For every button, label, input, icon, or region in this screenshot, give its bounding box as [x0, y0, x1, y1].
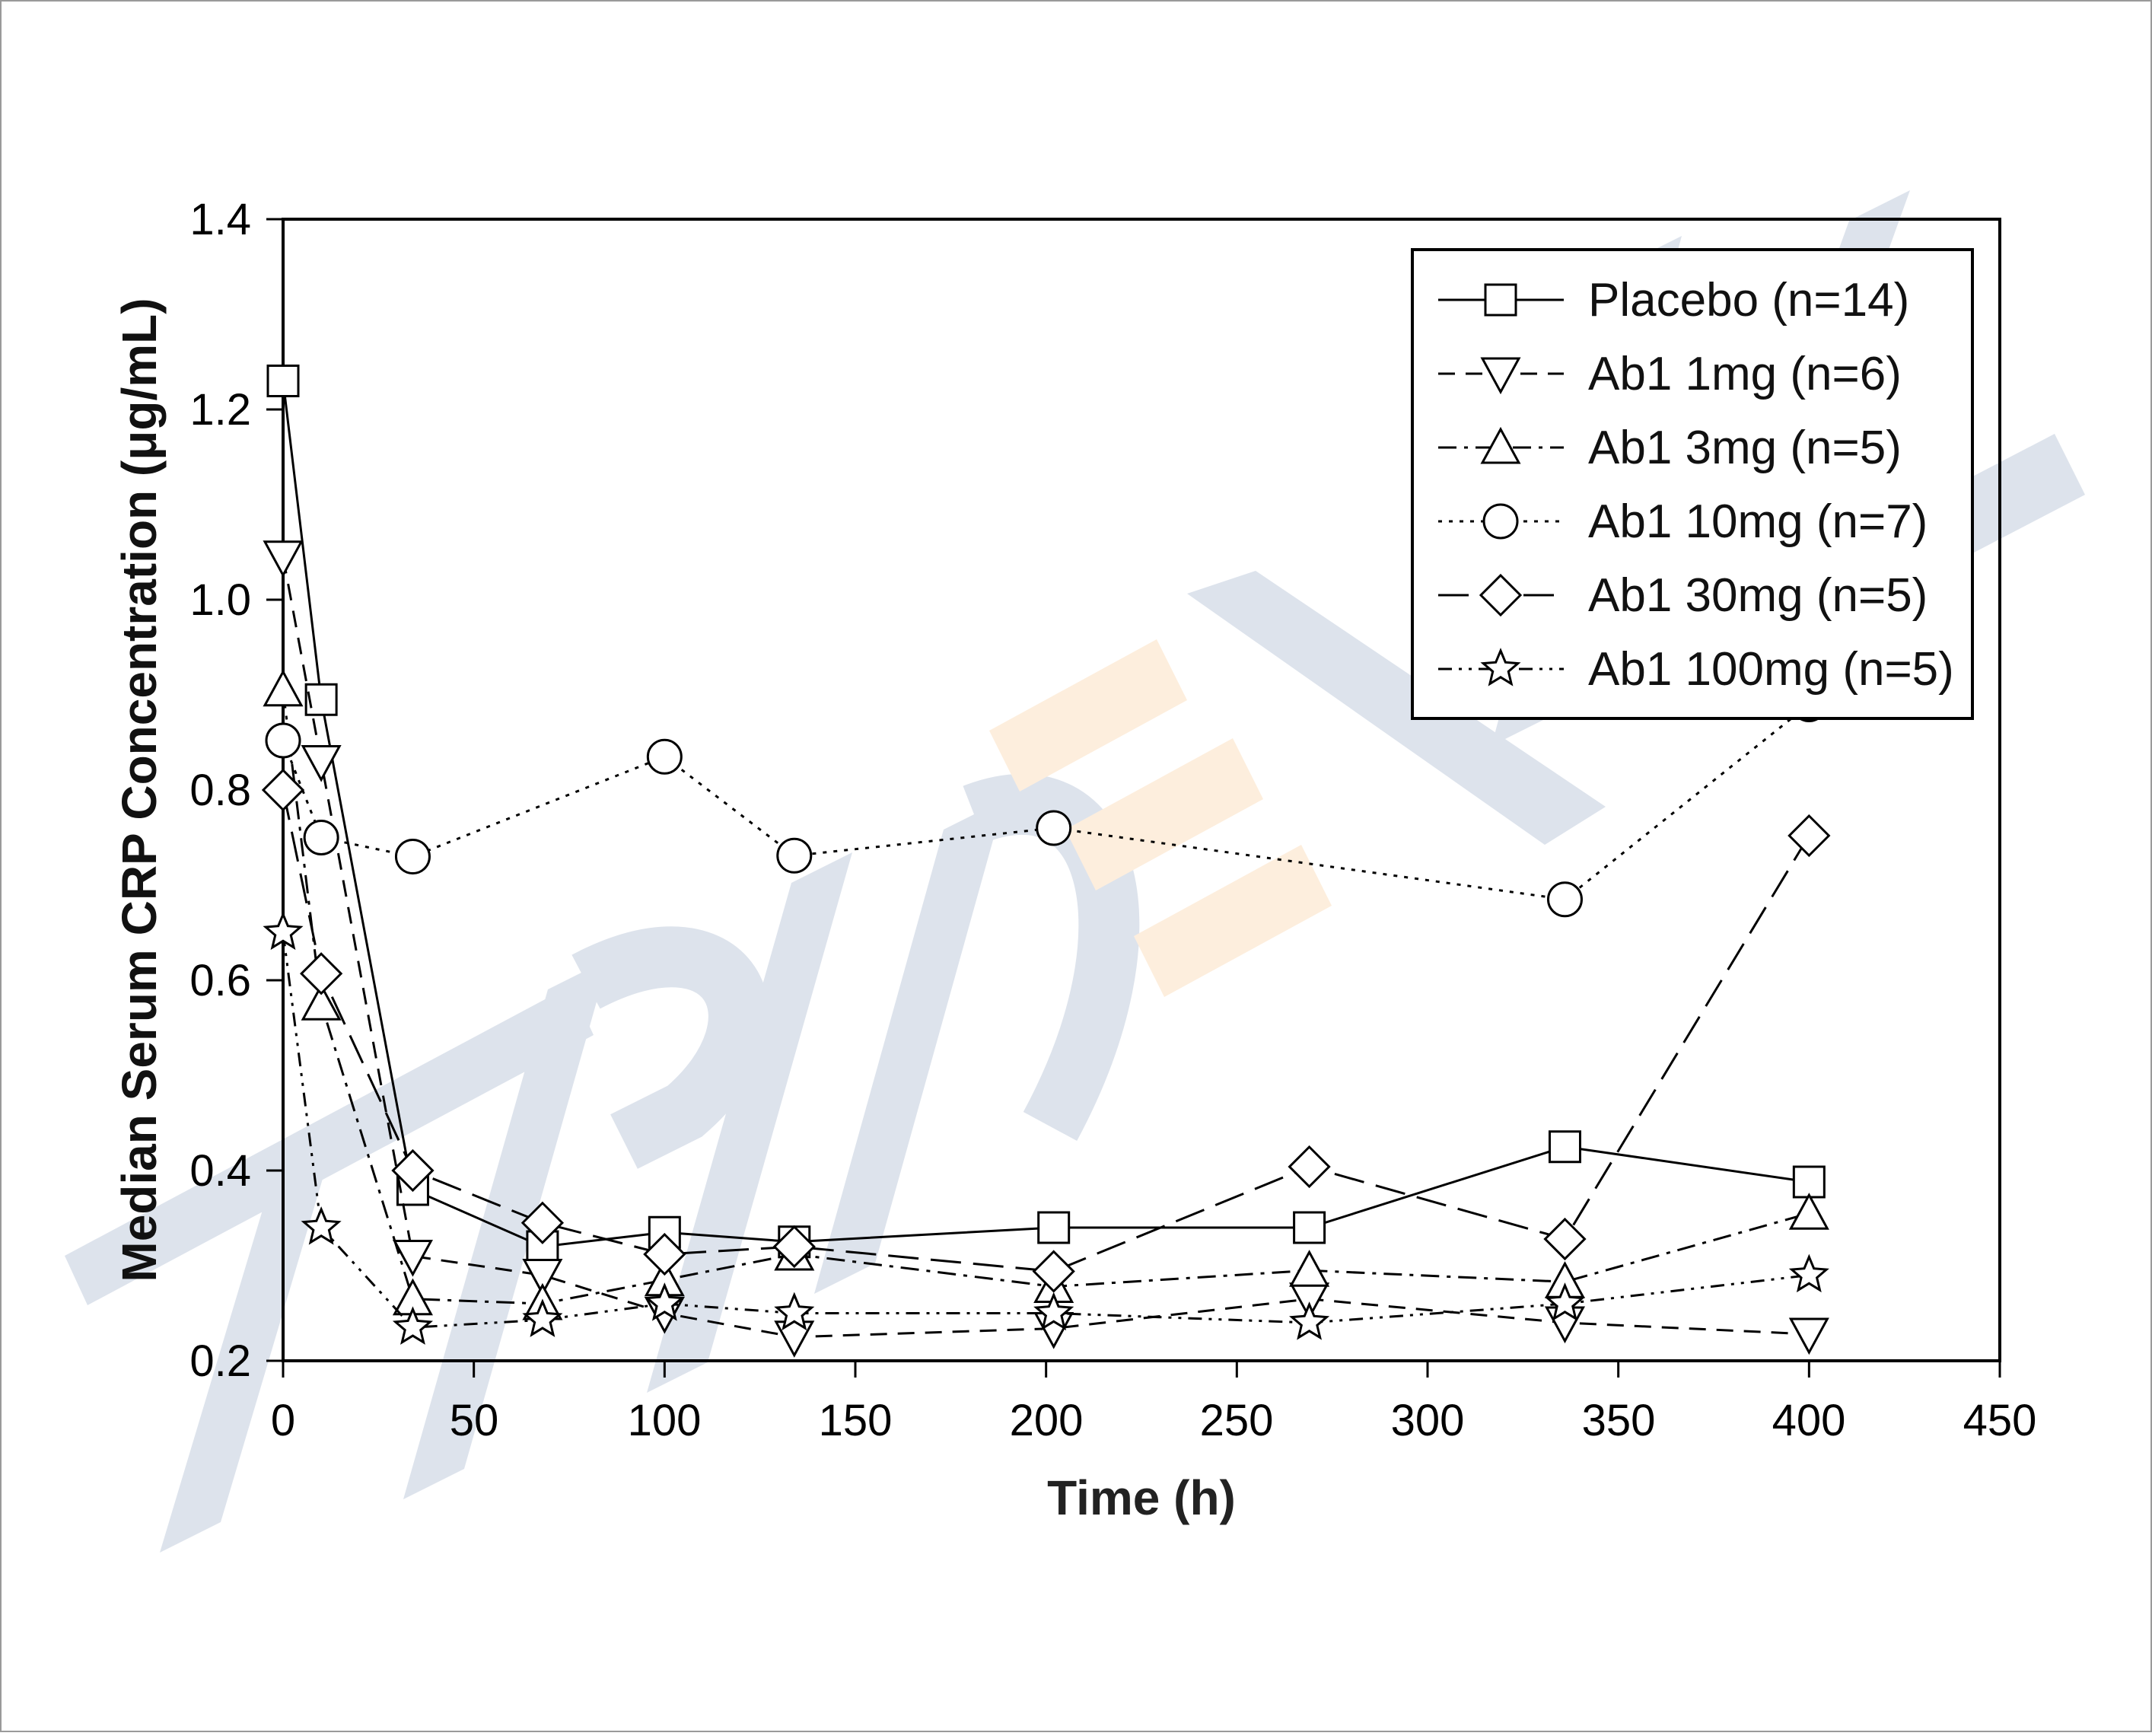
data-point — [394, 839, 431, 874]
x-tick-label: 350 — [1582, 1396, 1656, 1445]
y-tick-label: 0.2 — [189, 1336, 251, 1386]
legend-marker — [1480, 426, 1521, 464]
data-point — [266, 365, 300, 397]
data-point — [1544, 1282, 1586, 1321]
series-line — [282, 932, 1810, 1329]
legend-label: Ab1 10mg (n=7) — [1588, 495, 1928, 548]
legend-box — [1411, 248, 1974, 720]
series-line — [282, 381, 1810, 1248]
data-point — [304, 683, 338, 716]
data-point — [263, 540, 304, 578]
legend-label: Ab1 100mg (n=5) — [1588, 643, 1954, 696]
legend: Placebo (n=14) Ab1 1mg (n=6) Ab1 3mg (n=… — [1411, 248, 1974, 720]
data-point — [1788, 1253, 1829, 1293]
data-point — [392, 1306, 433, 1345]
x-tick-label: 200 — [1010, 1396, 1084, 1445]
data-point — [263, 669, 304, 707]
data-point — [1033, 1292, 1074, 1331]
x-tick-label: 300 — [1391, 1396, 1465, 1445]
legend-marker — [1479, 573, 1523, 617]
series-line — [282, 690, 1810, 1305]
data-point — [1788, 1317, 1829, 1355]
x-tick-label: 150 — [819, 1396, 893, 1445]
y-tick-label: 1.2 — [189, 385, 251, 435]
data-point — [261, 768, 305, 812]
series-6 — [263, 911, 1829, 1345]
data-point — [522, 1259, 563, 1296]
legend-label: Ab1 30mg (n=5) — [1588, 569, 1928, 622]
data-point — [646, 738, 683, 775]
data-point — [301, 983, 342, 1021]
data-point — [643, 1232, 686, 1276]
legend-marker — [1480, 357, 1521, 395]
y-tick-label: 0.6 — [189, 956, 251, 1005]
data-point — [300, 952, 343, 995]
data-point — [1787, 814, 1831, 858]
y-tick-labels: 0.2 0.4 0.6 0.8 1.0 1.2 1.4 — [189, 195, 251, 1386]
legend-marker — [1484, 283, 1517, 317]
data-point — [1288, 1145, 1331, 1189]
x-tick-label: 400 — [1772, 1396, 1846, 1445]
x-tick-label: 450 — [1963, 1396, 2037, 1445]
data-point — [1546, 881, 1583, 918]
data-point — [1036, 810, 1072, 846]
y-tick-label: 1.4 — [189, 195, 251, 244]
data-point — [392, 1240, 433, 1277]
data-point — [1548, 1130, 1581, 1164]
data-point — [776, 837, 813, 874]
legend-label: Placebo (n=14) — [1588, 274, 1909, 326]
legend-label: Ab1 1mg (n=6) — [1588, 348, 1902, 400]
data-point — [1289, 1250, 1330, 1287]
y-tick-label: 0.8 — [189, 766, 251, 815]
data-point — [391, 1148, 435, 1193]
legend-marker — [1482, 503, 1519, 540]
data-point — [522, 1298, 563, 1337]
data-point — [303, 820, 339, 855]
x-axis-title: Time (h) — [1047, 1470, 1236, 1525]
x-tick-label: 100 — [628, 1396, 702, 1445]
data-point — [301, 1206, 342, 1245]
series-line — [282, 789, 1810, 1273]
data-point — [1293, 1211, 1326, 1244]
data-point — [772, 1225, 816, 1269]
data-point — [301, 745, 342, 782]
legend-samples — [1438, 283, 1564, 686]
x-tick-label: 50 — [450, 1396, 499, 1445]
data-point — [1788, 1193, 1829, 1230]
legend-label: Ab1 3mg (n=5) — [1588, 422, 1902, 474]
data-point — [1792, 1165, 1826, 1199]
y-tick-label: 0.4 — [189, 1146, 251, 1196]
data-point — [1037, 1211, 1071, 1244]
y-axis-title: Median Serum CRP Concentration (μg/mL) — [112, 298, 167, 1282]
data-point — [265, 722, 301, 759]
legend-marker — [1480, 648, 1521, 686]
data-point — [263, 911, 304, 951]
data-point — [644, 1282, 685, 1321]
data-point — [774, 1292, 815, 1331]
y-tick-label: 1.0 — [189, 575, 251, 625]
x-tick-label: 250 — [1200, 1396, 1274, 1445]
data-point — [1543, 1217, 1587, 1261]
series-5 — [261, 768, 1831, 1293]
x-tick-label: 0 — [271, 1396, 295, 1445]
x-tick-labels: 0 50 100 150 200 250 300 350 400 450 — [271, 1396, 2037, 1445]
data-point — [1032, 1250, 1075, 1293]
data-point — [1289, 1301, 1330, 1340]
data-point — [520, 1201, 565, 1244]
